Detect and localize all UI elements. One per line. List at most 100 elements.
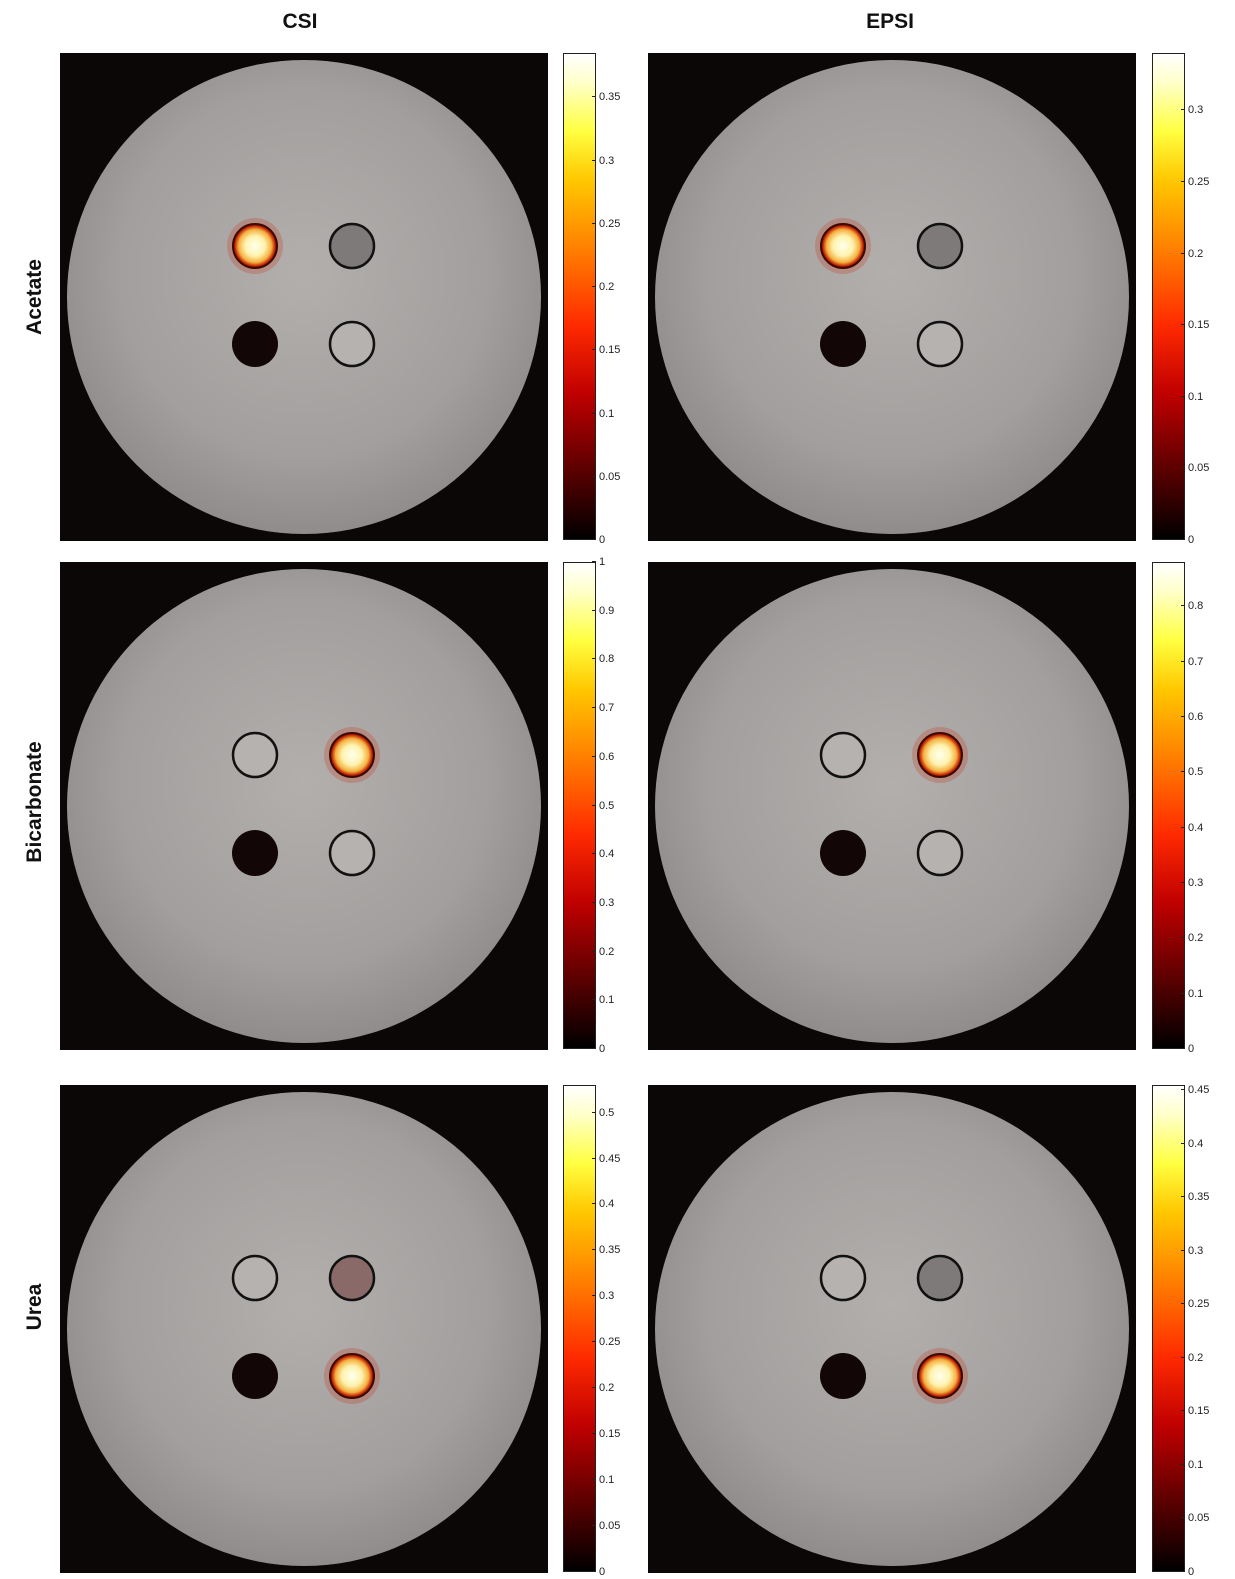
- colorbar-tick: 0.6: [592, 750, 636, 764]
- colorbar-gradient: [1152, 53, 1185, 540]
- colorbar-tick: 0.35: [1181, 1190, 1225, 1204]
- colorbar-tick-label: 0.2: [599, 945, 615, 958]
- vial-hot-bottom-right: [329, 1353, 375, 1399]
- colorbar-tick: 0.05: [1181, 1511, 1225, 1525]
- colorbar-tick: 0.2: [592, 945, 636, 959]
- colorbar-tick-label: 0.05: [1188, 462, 1210, 475]
- colorbar-tick-label: 0.2: [1188, 247, 1204, 260]
- colorbar-tick: 0.2: [1181, 1351, 1225, 1365]
- row-title-urea: Urea: [23, 1283, 46, 1331]
- colorbar-tick: 0.1: [1181, 1458, 1225, 1472]
- colorbar-tick: 0.25: [592, 1335, 636, 1349]
- colorbar-tick: 0.3: [1181, 876, 1225, 890]
- colorbar-tick-label: 0.5: [1188, 766, 1204, 779]
- column-title-epsi: EPSI: [866, 10, 914, 33]
- colorbar-tick-label: 0.2: [1188, 1351, 1204, 1364]
- phantom-disk: [67, 60, 541, 534]
- phantom-disk: [67, 569, 541, 1043]
- colorbar-tick-label: 0.7: [1188, 655, 1204, 668]
- colorbar-tick-label: 0.1: [599, 994, 615, 1007]
- vial-hot-top-right: [329, 732, 375, 778]
- colorbar-tick: 0.2: [1181, 931, 1225, 945]
- colorbar-tick-label: 0: [599, 534, 606, 546]
- colorbar-tick: 0.8: [1181, 599, 1225, 613]
- colorbar-tick-label: 0.15: [599, 344, 621, 357]
- phantom-disk: [655, 1092, 1129, 1566]
- image-panel-urea-csi: [60, 1085, 548, 1573]
- colorbar-tick-label: 0.3: [599, 154, 615, 167]
- colorbar-tick: 0.3: [592, 154, 636, 168]
- vial-hot-bottom-right: [917, 1353, 963, 1399]
- vial-hot-top-right: [917, 732, 963, 778]
- colorbar-tick: 0: [592, 1042, 636, 1056]
- vial-dark-bottom-left: [232, 1353, 278, 1399]
- colorbar-tick-label: 0.5: [599, 1106, 615, 1119]
- colorbar-tick-label: 0.15: [1188, 1405, 1210, 1418]
- colorbar-tick-label: 0: [599, 1566, 606, 1578]
- colorbar-tick-label: 0: [1188, 1043, 1195, 1055]
- colorbar-tick: 0.1: [592, 993, 636, 1007]
- colorbar-tick: 0: [1181, 1042, 1225, 1056]
- colorbar-tick: 0: [1181, 533, 1225, 547]
- colorbar-tick: 0.5: [592, 1106, 636, 1120]
- colorbar-acetate-epsi: 0 0.05 0.1 0.15 0.2 0.25 0.3: [1152, 53, 1209, 546]
- colorbar-tick-label: 0.6: [599, 750, 615, 763]
- image-panel-acetate-csi: [60, 53, 548, 541]
- colorbar-tick: 0.4: [1181, 821, 1225, 835]
- colorbar-tick-label: 0.15: [599, 1428, 621, 1441]
- colorbar-tick-label: 1: [599, 556, 606, 568]
- vial-dark-bottom-left: [232, 321, 278, 367]
- colorbar-tick-label: 0.25: [599, 1336, 621, 1349]
- colorbar-tick-label: 0.4: [1188, 821, 1204, 834]
- image-panel-urea-epsi: [648, 1085, 1136, 1573]
- colorbar-tick-label: 0.35: [599, 91, 621, 104]
- colorbar-tick: 0.25: [1181, 175, 1225, 189]
- phantom-disk: [655, 569, 1129, 1043]
- colorbar-tick: 0.35: [592, 90, 636, 104]
- colorbar-tick-label: 0.2: [599, 281, 615, 293]
- colorbar-tick: 0.25: [592, 217, 636, 231]
- colorbar-tick-label: 0.05: [599, 1520, 621, 1533]
- image-panel-acetate-epsi: [648, 53, 1136, 541]
- colorbar-tick-label: 0.1: [1188, 987, 1204, 1000]
- colorbar-tick: 0: [592, 533, 636, 547]
- colorbar-tick: 0.15: [1181, 1404, 1225, 1418]
- vial-dark-bottom-left: [820, 321, 866, 367]
- vial-hot-top-left: [232, 223, 278, 269]
- colorbar-gradient: [1152, 562, 1185, 1049]
- colorbar-tick: 0.1: [1181, 390, 1225, 404]
- vial-light-bottom-right: [916, 829, 964, 877]
- colorbar-tick-label: 0.45: [1188, 1084, 1210, 1097]
- colorbar-tick: 0.25: [1181, 1297, 1225, 1311]
- row-title-bicarbonate: Bicarbonate: [23, 741, 46, 863]
- vial-dark-bottom-left: [232, 830, 278, 876]
- colorbar-tick: 0.4: [592, 1197, 636, 1211]
- colorbar-tick: 0.3: [592, 896, 636, 910]
- colorbar-tick-label: 0.8: [599, 653, 615, 666]
- colorbar-tick-label: 0: [599, 1043, 606, 1055]
- vial-dim-top-right: [916, 1254, 964, 1302]
- colorbar-tick: 0.3: [1181, 1244, 1225, 1258]
- vial-light-bottom-right: [328, 829, 376, 877]
- vial-light-top-left: [231, 731, 279, 779]
- colorbar-urea-csi: 0 0.05 0.1 0.15 0.2 0.25 0.3 0.35 0.4 0.45 0.5: [563, 1085, 620, 1578]
- colorbar-bicarbonate-csi: 0 0.1 0.2 0.3 0.4 0.5 0.6 0.7 0.8 0.9 1: [563, 556, 614, 1055]
- colorbar-gradient: [563, 562, 596, 1049]
- colorbar-acetate-csi: 0 0.05 0.1 0.15 0.2 0.25 0.3 0.35: [563, 53, 620, 546]
- colorbar-tick: 0.4: [1181, 1137, 1225, 1151]
- colorbar-tick-label: 0.3: [1188, 1244, 1204, 1257]
- colorbar-tick-label: 0.1: [599, 407, 615, 420]
- colorbar-gradient: [1152, 1085, 1185, 1572]
- vial-light-top-left: [819, 731, 867, 779]
- colorbar-tick: 0.5: [592, 799, 636, 813]
- colorbar-gradient: [563, 1085, 596, 1572]
- colorbar-bicarbonate-epsi: 0 0.1 0.2 0.3 0.4 0.5 0.6 0.7 0.8: [1152, 562, 1203, 1055]
- colorbar-tick: 0.15: [592, 343, 636, 357]
- colorbar-tick: 0.15: [1181, 318, 1225, 332]
- colorbar-tick: 0.45: [1181, 1083, 1225, 1097]
- vial-dim-top-right: [328, 1254, 376, 1302]
- column-title-csi: CSI: [282, 10, 318, 33]
- colorbar-tick-label: 0.4: [1188, 1137, 1204, 1150]
- colorbar-tick: 0: [592, 1565, 636, 1579]
- colorbar-urea-epsi: 0 0.05 0.1 0.15 0.2 0.25 0.3 0.35 0.4 0.45: [1152, 1084, 1209, 1578]
